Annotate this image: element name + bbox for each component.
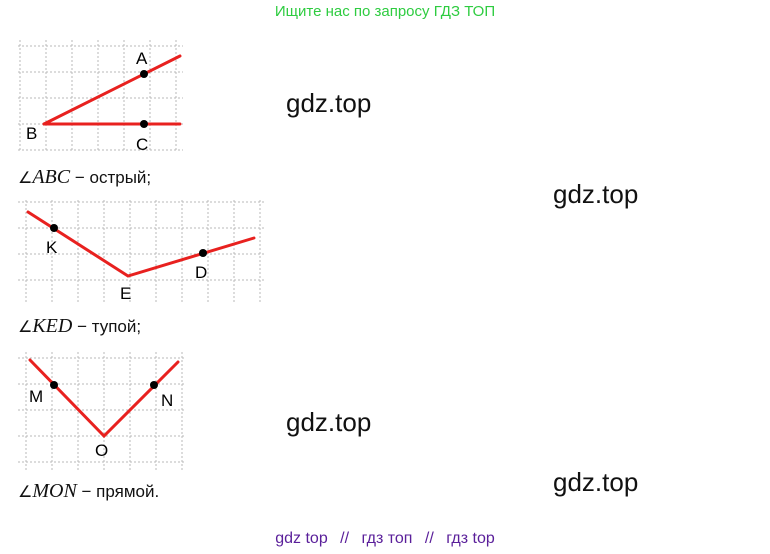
label-m: M bbox=[29, 387, 43, 406]
caption-ked: ∠KED − тупой; bbox=[18, 315, 142, 337]
label-d: D bbox=[195, 263, 207, 282]
watermark: gdz.top bbox=[553, 179, 639, 209]
point-d bbox=[199, 249, 207, 257]
point-k bbox=[50, 224, 58, 232]
footer-separator: // bbox=[424, 530, 434, 547]
footer-link[interactable]: гдз top bbox=[446, 530, 495, 547]
angle-ked-rays bbox=[26, 210, 256, 278]
point-n bbox=[150, 381, 158, 389]
caption-abc: ∠ABC − острый; bbox=[18, 166, 152, 188]
footer-link[interactable]: gdz top bbox=[275, 530, 328, 547]
ray-ba bbox=[42, 54, 182, 126]
figure-mon: M O N bbox=[18, 352, 186, 470]
angle-name: ABC bbox=[32, 166, 71, 188]
angle-type: − острый; bbox=[70, 168, 152, 187]
label-k: K bbox=[46, 238, 58, 257]
angle-type: − тупой; bbox=[72, 317, 142, 336]
label-c: C bbox=[136, 135, 148, 154]
angle-type: − прямой. bbox=[76, 482, 160, 501]
point-a bbox=[140, 70, 148, 78]
label-o: O bbox=[95, 441, 108, 460]
watermark: gdz.top bbox=[286, 407, 372, 437]
figure-ked: K E D bbox=[18, 200, 264, 304]
footer-links: gdz top // гдз топ // гдз top bbox=[0, 530, 770, 548]
watermark: gdz.top bbox=[286, 88, 372, 118]
point-c bbox=[140, 120, 148, 128]
label-n: N bbox=[161, 391, 173, 410]
figure-abc: A B C bbox=[18, 40, 183, 154]
footer-link[interactable]: гдз топ bbox=[361, 530, 413, 547]
point-m bbox=[50, 381, 58, 389]
angle-name: KED bbox=[32, 315, 73, 337]
footer-separator: // bbox=[340, 530, 350, 547]
label-b: B bbox=[26, 124, 37, 143]
angle-name: MON bbox=[32, 480, 77, 502]
label-a: A bbox=[136, 49, 148, 68]
search-banner: Ищите нас по запросу ГДЗ ТОП bbox=[274, 3, 496, 20]
caption-mon: ∠MON − прямой. bbox=[18, 480, 160, 502]
label-e: E bbox=[120, 284, 131, 303]
watermark: gdz.top bbox=[553, 467, 639, 497]
